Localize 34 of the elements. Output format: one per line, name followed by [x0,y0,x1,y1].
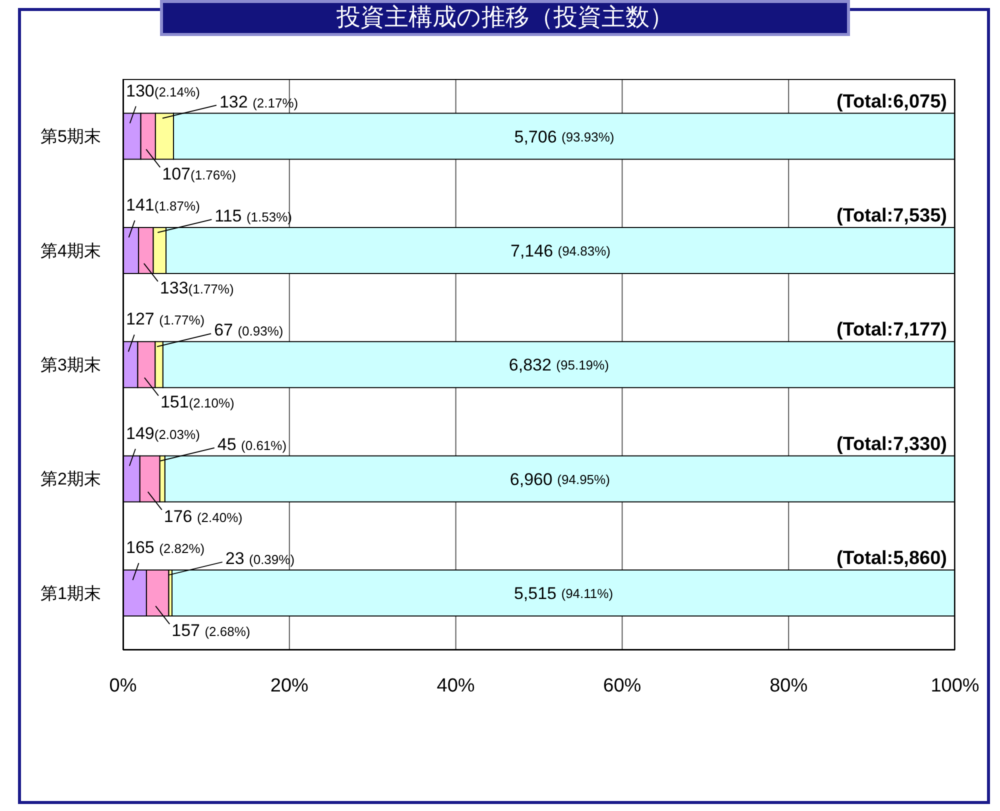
x-tick-label: 20% [270,675,309,696]
annotation: (Total:6,075) [836,91,947,112]
y-tick-label: 第2期末 [40,470,101,489]
annotation: (Total:5,860) [836,548,947,570]
bar [172,570,955,617]
annotation: (Total:7,177) [836,320,947,341]
data-label: 67 (0.93%) [214,320,284,340]
y-tick-label: 第1期末 [40,584,101,603]
data-label: 7,146 (94.83%) [510,240,611,260]
data-label: 151(2.10%) [160,392,234,412]
y-tick-label: 第3期末 [40,356,101,375]
data-label: 130(2.14%) [126,81,200,100]
data-label: 6,960 (94.95%) [510,469,610,488]
data-label: 107(1.76%) [162,164,236,184]
x-tick-label: 60% [603,675,642,696]
data-label: 133(1.77%) [160,278,234,298]
x-tick-label: 0% [109,675,137,696]
data-label: 176 (2.40%) [164,506,242,526]
data-label: 45 (0.61%) [217,434,287,454]
data-label: 5,515 (94.11%) [514,584,614,603]
data-label: 127 (1.77%) [126,310,205,329]
x-tick-label: 100% [930,675,980,696]
data-label: 141(1.87%) [126,195,200,214]
data-label: 149(2.03%) [126,424,200,443]
y-tick-label: 第5期末 [40,127,101,146]
x-tick-label: 40% [436,675,475,696]
y-tick-label: 第4期末 [40,241,101,260]
data-label: 165 (2.82%) [126,538,205,558]
x-tick-label: 80% [770,675,808,696]
annotation: (Total:7,330) [836,434,947,455]
data-label: 6,832 (95.19%) [508,355,609,374]
annotation: (Total:7,535) [836,205,947,226]
data-label: 157 (2.68%) [172,621,250,640]
data-label: 5,706 (93.93%) [514,126,614,146]
